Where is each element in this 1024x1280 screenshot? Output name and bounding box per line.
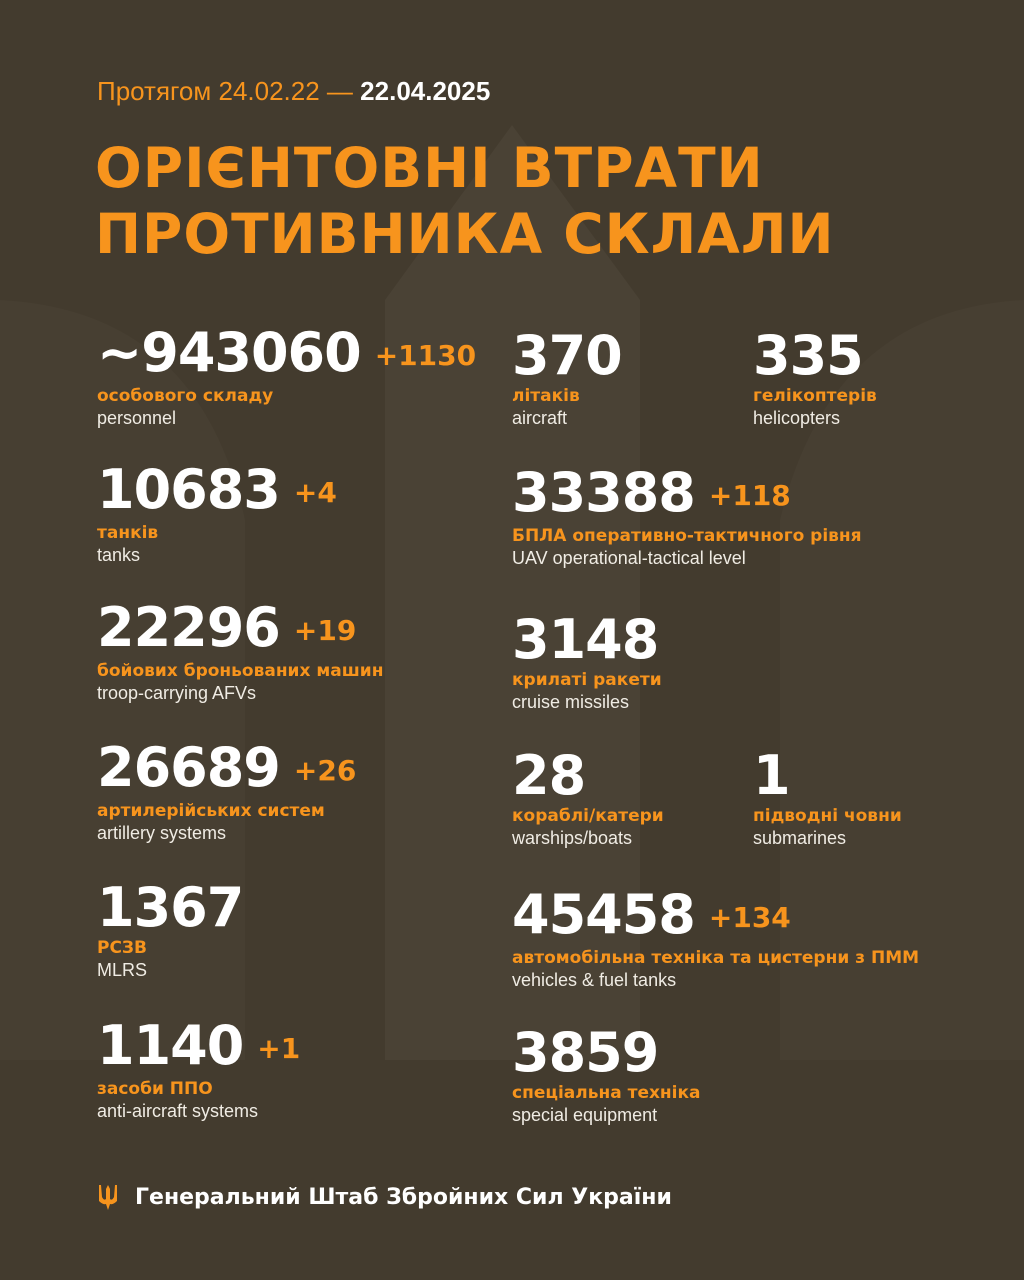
stat-special-equipment: 3859 спеціальна техніка special equipmen… (512, 1025, 701, 1126)
stat-number: 33388 (512, 461, 696, 524)
stat-number: 10683 (97, 458, 281, 521)
stat-tanks: 10683 +4 танків tanks (97, 462, 337, 566)
stat-uav-operational-tactical-level: 33388 +118 БПЛА оперативно-тактичного рів… (512, 465, 862, 569)
stat-label-ua: літаків (512, 386, 580, 406)
stat-artillery-systems: 26689 +26 артилерійських систем artillery… (97, 740, 356, 844)
stat-value: ~943060 +1130 (97, 325, 476, 384)
stat-submarines: 1 підводні човни submarines (753, 748, 902, 849)
stat-delta: +26 (293, 754, 357, 787)
title-line-2: ПРОТИВНИКА СКЛАЛИ (95, 202, 835, 266)
stat-number: ~943060 (97, 321, 362, 384)
stat-value: 22296 +19 (97, 600, 383, 659)
stat-warships-boats: 28 кораблі/катери warships/boats (512, 748, 664, 849)
stat-label-ua: танків (97, 523, 159, 543)
stat-label-en: troop-carrying AFVs (97, 683, 257, 703)
stat-number: 3148 (512, 608, 659, 671)
stat-value: 370 (512, 328, 623, 384)
stat-anti-aircraft-systems: 1140 +1 засоби ППО anti-aircraft systems (97, 1018, 300, 1122)
stat-number: 45458 (512, 883, 696, 946)
stat-value: 26689 +26 (97, 740, 356, 799)
period-end-date: 22.04.2025 (360, 76, 491, 106)
footer: Генеральний Штаб Збройних Сил України (97, 1183, 672, 1211)
stat-value: 33388 +118 (512, 465, 862, 524)
stat-label-ua: засоби ППО (97, 1079, 213, 1099)
stat-value: 28 (512, 748, 664, 804)
stat-value: 10683 +4 (97, 462, 337, 521)
stat-label-en: helicopters (753, 408, 841, 428)
stat-number: 26689 (97, 736, 281, 799)
title-line-1: ОРІЄНТОВНІ ВТРАТИ (95, 136, 764, 200)
stat-delta: +4 (293, 476, 337, 509)
stat-number: 28 (512, 744, 586, 807)
footer-text: Генеральний Штаб Збройних Сил України (135, 1184, 672, 1210)
stat-label-en: MLRS (97, 960, 148, 980)
stat-label-ua: РСЗВ (97, 938, 147, 958)
stat-delta: +19 (293, 614, 357, 647)
stat-label-ua: бойових броньованих машин (97, 661, 384, 681)
stat-number: 22296 (97, 596, 281, 659)
stat-label-ua: гелікоптерів (753, 386, 877, 406)
stat-helicopters: 335 гелікоптерів helicopters (753, 328, 877, 429)
stat-label-en: aircraft (512, 408, 568, 428)
stat-delta: +118 (708, 479, 791, 512)
stat-value: 3148 (512, 612, 662, 668)
stat-delta: +134 (708, 901, 791, 934)
stat-value: 45458 +134 (512, 887, 919, 946)
period-subtitle: Протягом 24.02.22 — 22.04.2025 (97, 76, 490, 107)
stat-label-en: cruise missiles (512, 692, 630, 712)
stat-label-en: UAV operational-tactical level (512, 548, 746, 568)
stat-label-ua: артилерійських систем (97, 801, 325, 821)
stat-personnel: ~943060 +1130 особового складу personnel (97, 325, 476, 429)
stat-label-ua: кораблі/катери (512, 806, 664, 826)
stat-label-en: artillery systems (97, 823, 227, 843)
stat-number: 335 (753, 324, 864, 387)
stat-number: 370 (512, 324, 623, 387)
stat-label-en: special equipment (512, 1105, 658, 1125)
stat-number: 1367 (97, 876, 244, 939)
stat-label-en: submarines (753, 828, 847, 848)
stat-value: 1367 (97, 880, 244, 936)
stat-label-ua: спеціальна техніка (512, 1083, 701, 1103)
stat-value: 335 (753, 328, 877, 384)
stat-mlrs: 1367 РСЗВ MLRS (97, 880, 244, 981)
stat-value: 3859 (512, 1025, 701, 1081)
stat-label-en: personnel (97, 408, 177, 428)
period-start: Протягом 24.02.22 — (97, 76, 353, 106)
stat-aircraft: 370 літаків aircraft (512, 328, 623, 429)
stat-label-ua: особового складу (97, 386, 274, 406)
stat-cruise-missiles: 3148 крилаті ракети cruise missiles (512, 612, 662, 713)
stat-label-en: anti-aircraft systems (97, 1101, 259, 1121)
stat-label-ua: підводні човни (753, 806, 902, 826)
stat-number: 1140 (97, 1014, 244, 1077)
stat-value: 1140 +1 (97, 1018, 300, 1077)
stat-number: 3859 (512, 1021, 659, 1084)
stat-value: 1 (753, 748, 902, 804)
stat-label-en: vehicles & fuel tanks (512, 970, 677, 990)
stat-vehicles-fuel-tanks: 45458 +134 автомобільна техніка та цистер… (512, 887, 919, 991)
stat-label-en: warships/boats (512, 828, 633, 848)
stat-label-ua: БПЛА оперативно-тактичного рівня (512, 526, 862, 546)
trident-icon (99, 1185, 117, 1210)
stat-delta: +1130 (374, 339, 477, 372)
stat-label-ua: крилаті ракети (512, 670, 662, 690)
stat-delta: +1 (257, 1032, 301, 1065)
stat-troop-carrying-afvs: 22296 +19 бойових броньованих машин troop… (97, 600, 383, 704)
stat-label-en: tanks (97, 545, 141, 565)
stat-label-ua: автомобільна техніка та цистерни з ПММ (512, 948, 920, 968)
page-title: ОРІЄНТОВНІ ВТРАТИ ПРОТИВНИКА СКЛАЛИ (95, 135, 835, 267)
stat-number: 1 (753, 744, 791, 807)
